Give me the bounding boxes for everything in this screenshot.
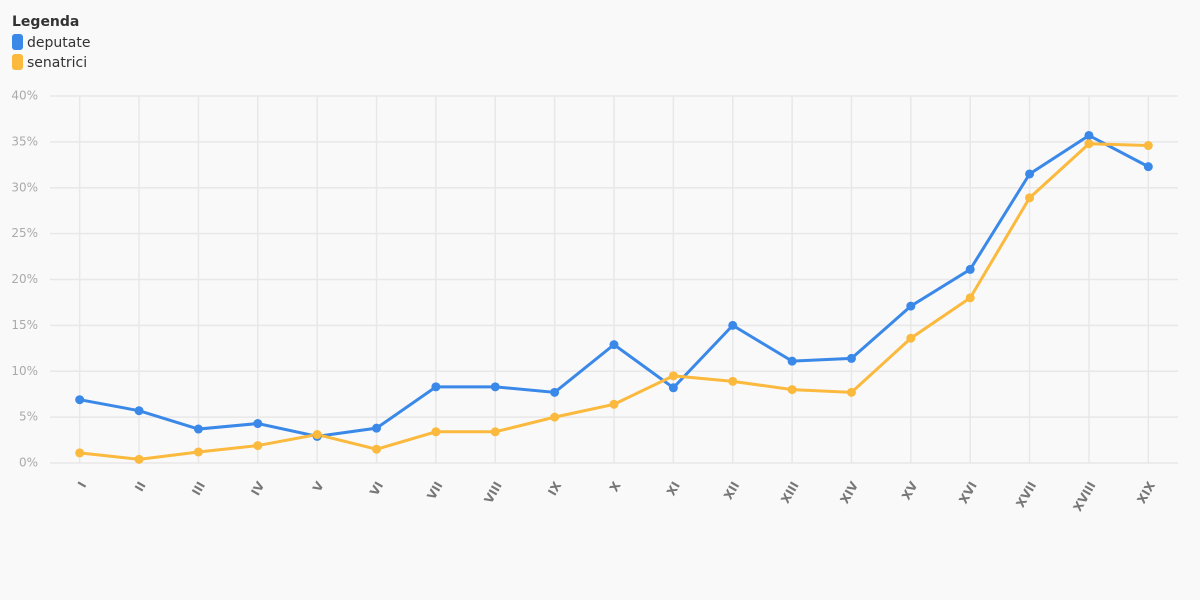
data-point [431,427,441,437]
legend-swatch[interactable] [12,34,23,50]
data-point [609,340,619,350]
data-point [1025,169,1035,179]
data-point [490,427,500,437]
y-tick-label: 5% [19,410,38,424]
data-point [965,264,975,274]
data-point [1084,139,1094,149]
data-point [372,423,382,433]
y-tick-label: 40% [11,89,38,103]
y-tick-label: 10% [11,364,38,378]
data-point [728,320,738,330]
x-tick-label: III [189,479,208,498]
data-point [193,447,203,457]
data-point [253,419,263,429]
legend-swatch[interactable] [12,54,23,70]
data-point [668,371,678,381]
data-point [372,444,382,454]
data-point [846,387,856,397]
x-tick-label: XI [664,479,683,498]
data-point [787,385,797,395]
x-tick-label: I [75,479,89,490]
data-point [1084,130,1094,140]
data-point [728,376,738,386]
y-tick-label: 30% [11,180,38,194]
y-tick-label: 15% [11,318,38,332]
data-point [1143,162,1153,172]
y-tick-label: 20% [11,272,38,286]
data-point [787,356,797,366]
legend-label[interactable]: deputate [27,35,90,51]
data-point [431,382,441,392]
data-point [550,412,560,422]
data-point [846,353,856,363]
data-point [550,387,560,397]
y-tick-label: 25% [11,226,38,240]
data-point [193,424,203,434]
data-point [965,293,975,303]
data-point [253,441,263,451]
legend-title: Legenda [12,14,79,30]
data-point [75,448,85,458]
data-point [906,333,916,343]
legend-label[interactable]: senatrici [27,55,87,71]
data-point [668,383,678,393]
data-point [1025,193,1035,203]
x-tick-label: VI [367,479,386,498]
y-tick-label: 0% [19,456,38,470]
data-point [312,430,322,440]
y-tick-label: 35% [11,134,38,148]
data-point [1143,141,1153,151]
data-point [134,406,144,416]
data-point [134,454,144,464]
data-point [609,399,619,409]
data-point [906,301,916,311]
data-point [75,395,85,405]
data-point [490,382,500,392]
